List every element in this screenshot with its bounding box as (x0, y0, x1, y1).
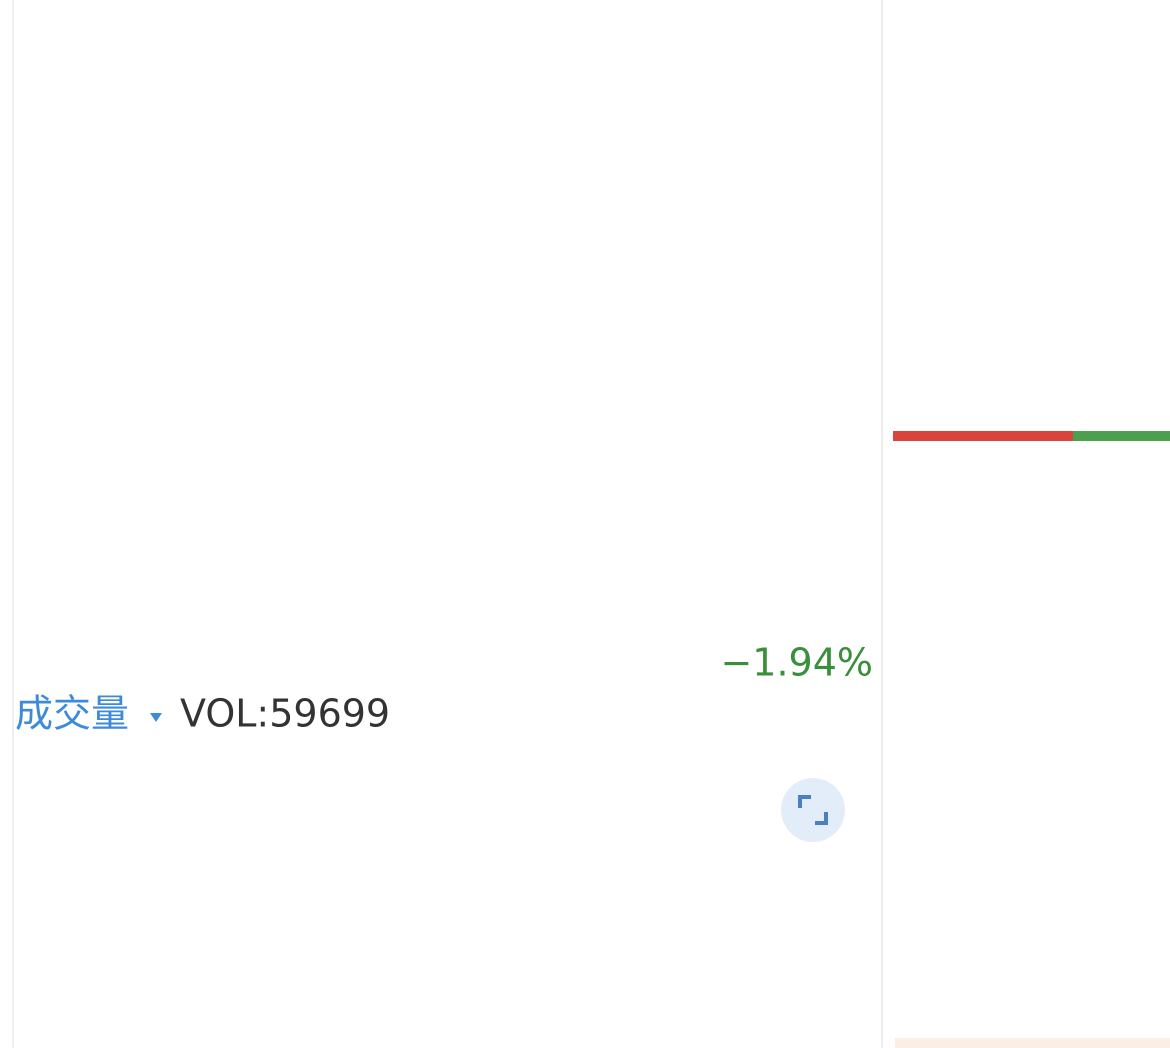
volume-dropdown-arrow[interactable] (150, 713, 162, 722)
fullscreen-button[interactable] (781, 778, 845, 842)
fullscreen-icon[interactable] (798, 795, 828, 825)
fullscreen-circle[interactable] (781, 778, 845, 842)
volume-total: VOL:59699 (180, 692, 390, 736)
sell-ratio-bar (893, 431, 1073, 441)
buy-ratio-bar (1073, 431, 1170, 441)
change-percent: −1.94% (720, 641, 873, 685)
bottom-strip (895, 1038, 1170, 1048)
volume-title[interactable]: 成交量 (15, 692, 129, 736)
label-layer: 成交量 VOL:59699 −1.94% (15, 641, 873, 736)
